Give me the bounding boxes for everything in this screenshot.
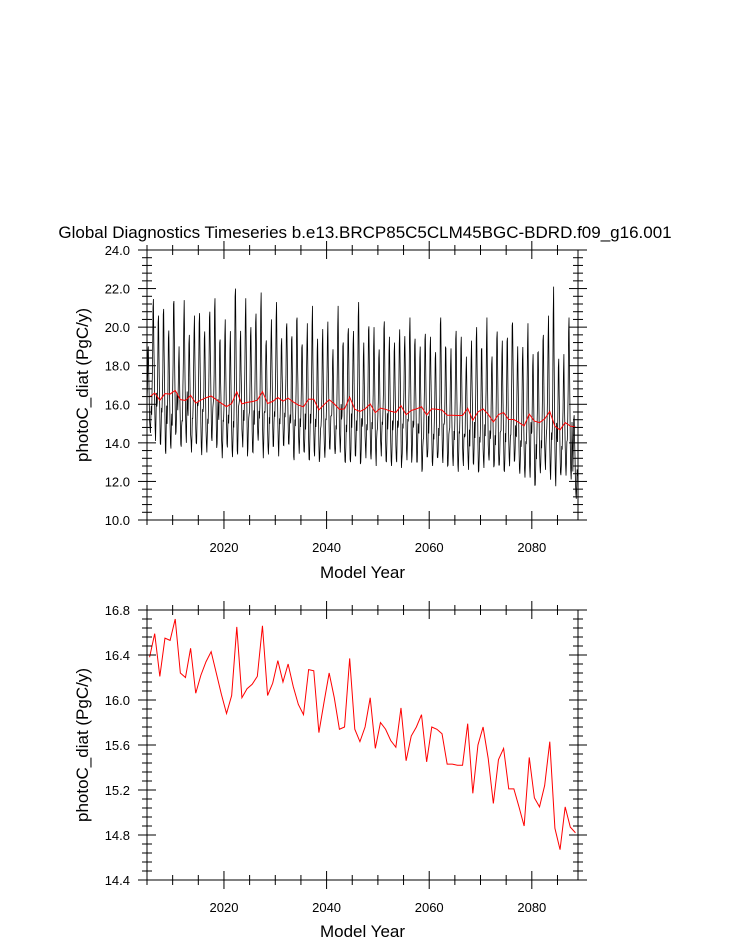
chart-title: Global Diagnostics Timeseries b.e13.BRCP… [58, 223, 671, 242]
x-tick-label: 2040 [312, 540, 341, 555]
x-tick-label: 2080 [517, 900, 546, 915]
y-tick-label: 12.0 [105, 474, 130, 489]
y-tick-label: 15.2 [105, 783, 130, 798]
y-tick-label: 16.0 [105, 693, 130, 708]
y-tick-label: 14.4 [105, 873, 130, 888]
x-axis-label: Model Year [320, 563, 405, 582]
y-tick-label: 14.8 [105, 828, 130, 843]
y-tick-label: 16.8 [105, 603, 130, 618]
x-tick-label: 2060 [415, 900, 444, 915]
series-line-monthly [146, 286, 578, 499]
y-tick-label: 20.0 [105, 320, 130, 335]
x-tick-label: 2020 [210, 540, 239, 555]
y-tick-label: 15.6 [105, 738, 130, 753]
plot-frame [146, 609, 579, 881]
y-tick-label: 22.0 [105, 282, 130, 297]
top-panel: 2020 2040 2060 2080 10.0 12.0 14.0 16.0 18.0 20.0… [73, 241, 587, 582]
y-tick-label: 24.0 [105, 243, 130, 258]
x-axis-label: Model Year [320, 922, 405, 941]
x-tick-label: 2020 [210, 900, 239, 915]
x-tick-label: 2060 [415, 540, 444, 555]
y-axis-label: photoC_diat (PgC/y) [73, 308, 92, 462]
y-tick-label: 14.0 [105, 436, 130, 451]
series-line-annual-mean [149, 389, 576, 431]
y-tick-label: 10.0 [105, 513, 130, 528]
plot-frame [146, 249, 579, 521]
y-tick-label: 16.4 [105, 648, 130, 663]
x-tick-label: 2040 [312, 900, 341, 915]
x-tick-label: 2080 [517, 540, 546, 555]
y-tick-label: 18.0 [105, 359, 130, 374]
y-axis-label: photoC_diat (PgC/y) [73, 668, 92, 822]
bottom-panel: 2020 2040 2060 2080 14.4 14.8 15.2 15.6 16.0 16.4… [73, 601, 587, 941]
y-tick-label: 16.0 [105, 397, 130, 412]
series-line-annual-mean [149, 618, 576, 850]
